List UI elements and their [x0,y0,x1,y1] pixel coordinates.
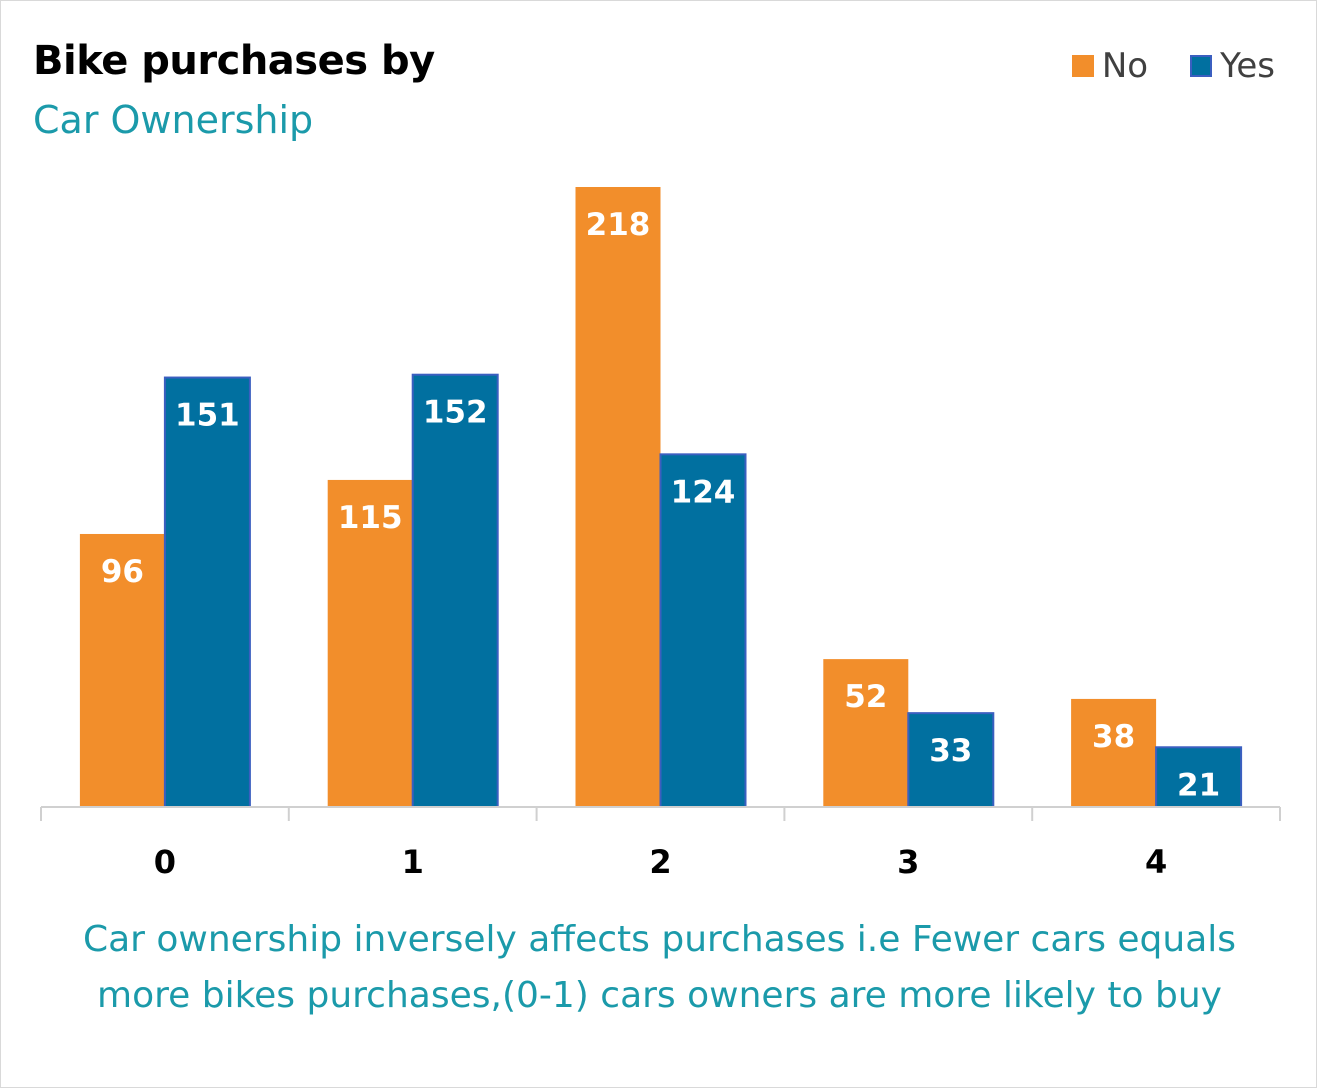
data-label-yes-4: 21 [1177,767,1220,803]
data-label-no-2: 218 [586,207,651,243]
x-tick-label-1: 1 [402,843,424,881]
legend-item-no: No [1071,46,1149,86]
bar-yes-4 [1155,746,1243,808]
caption-line-2: more bikes purchases,(0-1) cars owners a… [97,975,1222,1016]
bar-no-2 [575,187,661,807]
caption-line-1: Car ownership inversely affects purchase… [82,919,1237,960]
legend: No Yes [1071,46,1275,86]
x-tick-label-4: 4 [1145,843,1167,881]
x-tick-label-3: 3 [897,843,919,881]
legend-swatch-yes [1190,55,1213,77]
data-label-no-1: 115 [338,500,403,536]
chart-title: Bike purchases by [33,38,435,84]
data-label-yes-3: 33 [929,733,972,769]
data-label-yes-0: 151 [175,398,240,434]
bar-yes-1 [411,373,499,808]
bar-no-4 [1071,698,1157,807]
x-tick-label-2: 2 [649,843,671,881]
chart-caption: Car ownership inversely affects purchase… [0,912,1319,1024]
legend-item-yes: Yes [1190,46,1275,86]
data-label-yes-2: 124 [671,474,736,510]
data-label-yes-1: 152 [423,395,488,431]
bar-yes-3 [907,712,995,808]
legend-label-no: No [1101,46,1149,86]
legend-label-yes: Yes [1220,46,1275,86]
bar-no-0 [79,533,165,807]
bar-no-1 [327,479,413,807]
data-label-no-4: 38 [1092,719,1135,755]
bar-yes-0 [163,376,251,808]
bar-yes-2 [659,453,747,808]
x-tick-label-0: 0 [154,843,176,881]
legend-swatch-no [1071,55,1094,77]
chart-subtitle: Car Ownership [33,98,314,142]
bar-no-3 [823,659,909,807]
data-label-no-0: 96 [101,554,144,590]
data-label-no-3: 52 [844,679,887,715]
